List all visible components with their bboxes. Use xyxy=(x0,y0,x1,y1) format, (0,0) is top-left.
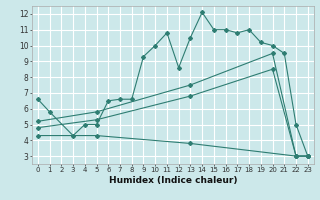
X-axis label: Humidex (Indice chaleur): Humidex (Indice chaleur) xyxy=(108,176,237,185)
